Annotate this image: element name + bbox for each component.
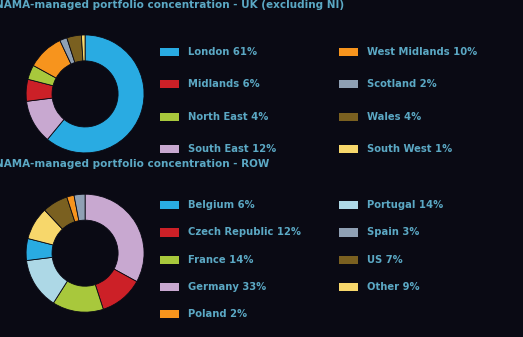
Wedge shape xyxy=(60,38,75,64)
Text: South West 1%: South West 1% xyxy=(367,144,452,154)
FancyBboxPatch shape xyxy=(160,80,179,88)
Text: Belgium 6%: Belgium 6% xyxy=(188,200,255,210)
Wedge shape xyxy=(33,40,71,78)
Wedge shape xyxy=(53,281,103,312)
Text: Other 9%: Other 9% xyxy=(367,282,420,292)
Text: West Midlands 10%: West Midlands 10% xyxy=(367,47,477,57)
Wedge shape xyxy=(74,194,85,221)
FancyBboxPatch shape xyxy=(160,283,179,291)
Text: Scotland 2%: Scotland 2% xyxy=(367,79,437,89)
Wedge shape xyxy=(48,35,144,153)
FancyBboxPatch shape xyxy=(339,80,358,88)
Wedge shape xyxy=(67,195,79,222)
Text: US 7%: US 7% xyxy=(367,255,403,265)
Wedge shape xyxy=(28,210,62,245)
FancyBboxPatch shape xyxy=(339,113,358,121)
FancyBboxPatch shape xyxy=(160,228,179,237)
FancyBboxPatch shape xyxy=(339,283,358,291)
FancyBboxPatch shape xyxy=(160,48,179,56)
FancyBboxPatch shape xyxy=(339,256,358,264)
Wedge shape xyxy=(82,35,85,61)
Text: NAMA-managed portfolio concentration - ROW: NAMA-managed portfolio concentration - R… xyxy=(0,159,269,169)
Wedge shape xyxy=(28,65,56,86)
Text: Spain 3%: Spain 3% xyxy=(367,227,420,238)
FancyBboxPatch shape xyxy=(160,310,179,318)
FancyBboxPatch shape xyxy=(160,201,179,209)
Wedge shape xyxy=(27,257,67,303)
FancyBboxPatch shape xyxy=(160,145,179,153)
Text: Germany 33%: Germany 33% xyxy=(188,282,267,292)
Wedge shape xyxy=(95,269,137,309)
FancyBboxPatch shape xyxy=(339,228,358,237)
Text: London 61%: London 61% xyxy=(188,47,257,57)
Text: France 14%: France 14% xyxy=(188,255,254,265)
Wedge shape xyxy=(67,35,83,63)
Wedge shape xyxy=(26,239,53,261)
Text: North East 4%: North East 4% xyxy=(188,112,269,122)
Wedge shape xyxy=(27,98,64,140)
Text: Wales 4%: Wales 4% xyxy=(367,112,422,122)
Text: Portugal 14%: Portugal 14% xyxy=(367,200,444,210)
Wedge shape xyxy=(26,79,53,101)
Wedge shape xyxy=(85,194,144,282)
Wedge shape xyxy=(44,197,75,229)
FancyBboxPatch shape xyxy=(160,256,179,264)
Text: NAMA-managed portfolio concentration - UK (excluding NI): NAMA-managed portfolio concentration - U… xyxy=(0,0,344,10)
FancyBboxPatch shape xyxy=(339,201,358,209)
FancyBboxPatch shape xyxy=(339,48,358,56)
Text: Poland 2%: Poland 2% xyxy=(188,309,247,319)
FancyBboxPatch shape xyxy=(160,113,179,121)
Text: Czech Republic 12%: Czech Republic 12% xyxy=(188,227,301,238)
Text: Midlands 6%: Midlands 6% xyxy=(188,79,260,89)
FancyBboxPatch shape xyxy=(339,145,358,153)
Text: South East 12%: South East 12% xyxy=(188,144,277,154)
